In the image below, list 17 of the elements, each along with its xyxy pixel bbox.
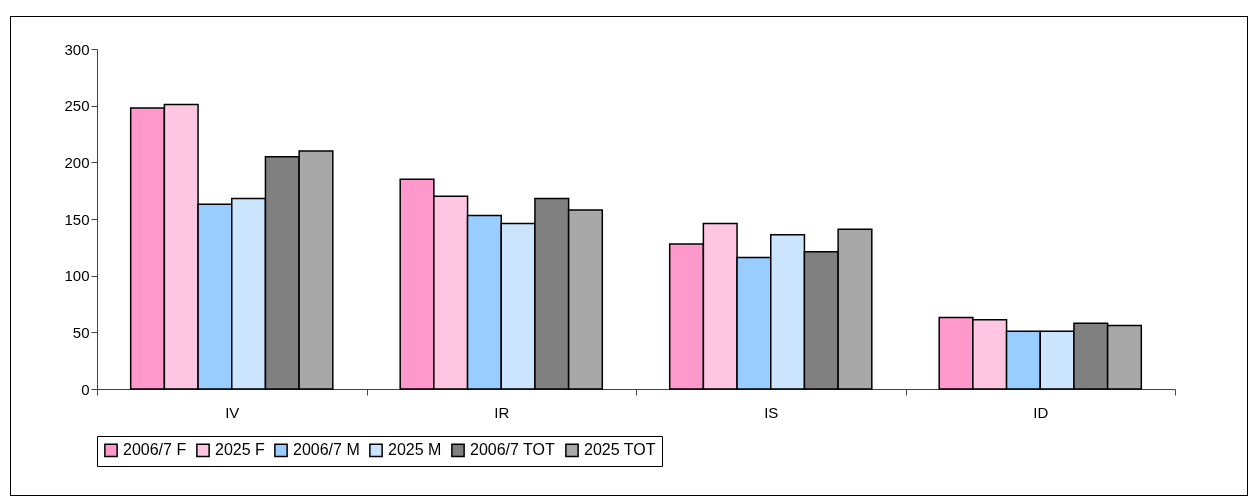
x-tick-label: ID (1033, 403, 1049, 421)
y-tick-label: 200 (64, 153, 90, 171)
legend-label: 2025 TOT (584, 441, 656, 459)
y-tick-label: 150 (64, 210, 90, 228)
y-tick-label: 50 (72, 323, 90, 341)
legend-label: 2025 M (388, 441, 442, 459)
x-tick-label: IS (764, 403, 779, 421)
y-tick-label: 100 (64, 267, 90, 285)
legend-label: 2006/7 TOT (470, 441, 556, 459)
legend-label: 2025 F (215, 441, 266, 459)
x-tick-label: IR (494, 403, 510, 421)
legend-label: 2006/7 M (293, 441, 360, 459)
y-tick-label: 250 (64, 97, 90, 115)
legend-label: 2006/7 F (123, 441, 187, 459)
y-tick-label: 0 (81, 380, 90, 398)
y-tick-label: 300 (64, 40, 90, 58)
x-tick-label: IV (225, 403, 240, 421)
